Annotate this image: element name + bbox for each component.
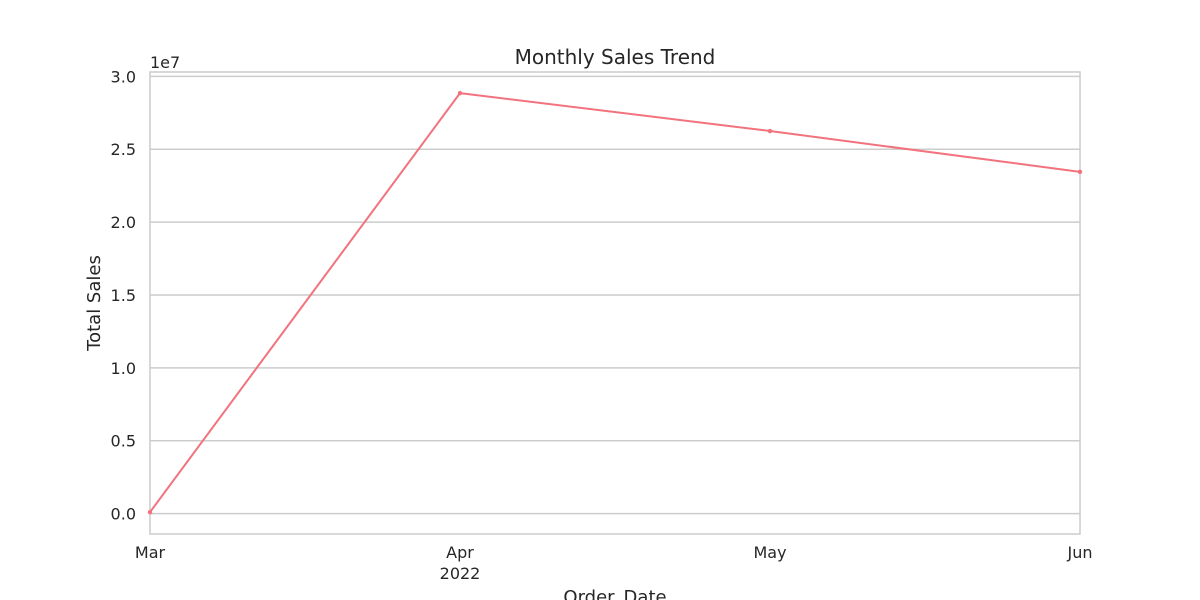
plot-frame (149, 71, 1081, 535)
x-tick-year-label: 2022 (440, 564, 481, 583)
sales-data-point (1077, 169, 1083, 175)
y-tick-label: 1.5 (111, 286, 136, 305)
y-tick-label: 2.0 (111, 213, 136, 232)
x-axis-label: Order_Date (563, 587, 666, 600)
sales-series-line (149, 92, 1081, 514)
sales-data-point (767, 128, 773, 134)
tick-labels: 0.0 0.5 1.0 1.5 2.0 2.5 3.0 Mar Apr 2022 May Jun (111, 67, 1093, 583)
y-axis-offset-label: 1e7 (150, 53, 180, 72)
x-tick-label: Apr (446, 543, 474, 562)
x-tick-label: May (753, 543, 786, 562)
y-tick-label: 3.0 (111, 67, 136, 86)
x-tick-label: Mar (135, 543, 166, 562)
x-tick-label: Jun (1067, 543, 1093, 562)
sales-data-point (147, 509, 153, 515)
y-tick-label: 0.5 (111, 432, 136, 451)
y-axis-label: Total Sales (84, 255, 105, 352)
y-tick-label: 1.0 (111, 359, 136, 378)
series-layer (147, 90, 1083, 515)
grid-lines (150, 75, 1080, 515)
chart-title: Monthly Sales Trend (515, 45, 716, 69)
y-tick-label: 0.0 (111, 505, 136, 524)
sales-data-point (457, 90, 463, 96)
y-tick-label: 2.5 (111, 140, 136, 159)
